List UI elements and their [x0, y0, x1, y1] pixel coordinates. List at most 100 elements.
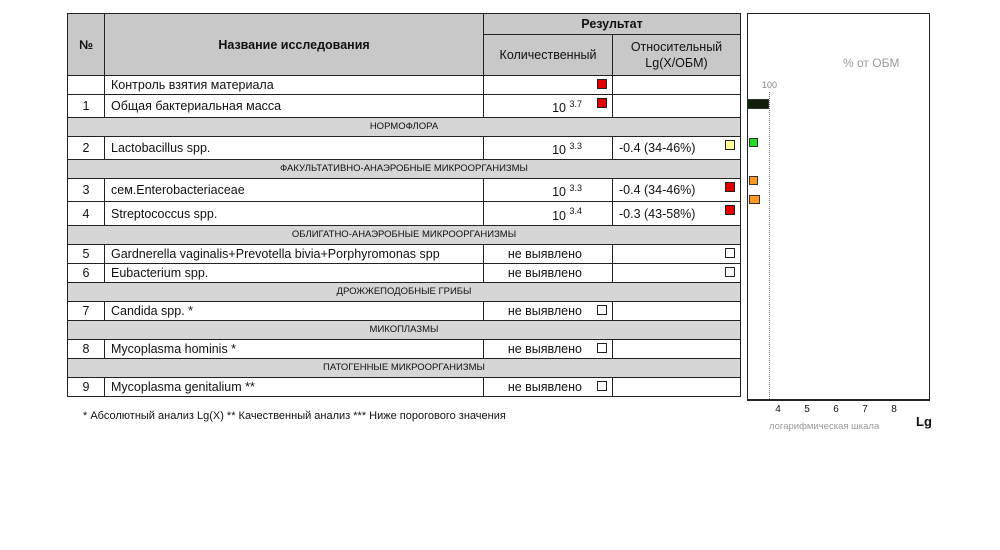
quant-value: не выявлено: [507, 265, 582, 280]
rel-cell: [612, 75, 741, 95]
rel-cell: [612, 93, 741, 119]
quant-cell: [483, 75, 613, 95]
quant-value: не выявлено: [507, 246, 582, 261]
rel-cell: -0.3 (43-58%): [612, 201, 741, 226]
percent-bar: [749, 137, 758, 147]
row-name: Streptococcus spp.: [104, 201, 484, 226]
quant-cell: 10 3.4: [483, 201, 613, 226]
row-num: 1: [67, 93, 105, 119]
quant-exponent: 3.3: [569, 141, 582, 152]
table-row: 5 Gardnerella vaginalis+Prevotella bivia…: [67, 243, 741, 264]
quant-cell: 10 3.3: [483, 136, 613, 161]
quant-base: 10: [552, 101, 566, 116]
rel-cell: [612, 338, 741, 359]
quant-exponent: 3.3: [569, 183, 582, 194]
header-result: Результат: [483, 13, 741, 35]
quant-cell: 10 3.3: [483, 178, 613, 203]
reference-line: [769, 92, 771, 399]
section-title: ФАКУЛЬТАТИВНО-АНАЭРОБНЫЕ МИКРООРГАНИЗМЫ: [67, 159, 741, 180]
table-row: 9 Mycoplasma genitalium ** не выявлено: [67, 376, 741, 397]
section-row: МИКОПЛАЗМЫ: [67, 319, 741, 340]
section-row: ПАТОГЕННЫЕ МИКРООРГАНИЗМЫ: [67, 357, 741, 378]
row-num: 8: [67, 338, 105, 359]
section-row: НОРМОФЛОРА: [67, 117, 741, 138]
table-row: 3 сем.Enterobacteriaceae 10 3.3 -0.4 (34…: [67, 178, 741, 203]
row-name: сем.Enterobacteriaceae: [104, 178, 484, 203]
percent-bar: [747, 99, 770, 109]
section-title: МИКОПЛАЗМЫ: [67, 319, 741, 340]
section-title: НОРМОФЛОРА: [67, 117, 741, 138]
header-quant: Количественный: [483, 34, 613, 76]
status-indicator-icon: [725, 140, 735, 151]
status-indicator-icon: [597, 342, 607, 353]
status-indicator-icon: [725, 205, 735, 216]
quant-base: 10: [552, 208, 566, 223]
row-num: 5: [67, 243, 105, 264]
status-indicator-icon: [725, 182, 735, 193]
rel-value: -0.4 (34-46%): [619, 183, 696, 198]
row-num: 2: [67, 136, 105, 161]
row-num: 6: [67, 262, 105, 283]
chart-panel: [747, 13, 930, 400]
header-rel: Относительный Lg(X/ОБМ): [612, 34, 741, 76]
quant-value: не выявлено: [507, 341, 582, 356]
axis-label: Lg: [916, 414, 932, 429]
table-row: 4 Streptococcus spp. 10 3.4 -0.3 (43-58%…: [67, 201, 741, 226]
status-indicator-icon: [597, 98, 607, 108]
quant-cell: не выявлено: [483, 243, 613, 264]
row-num: 4: [67, 201, 105, 226]
chart-title: % от ОБМ: [843, 56, 900, 70]
status-indicator-icon: [597, 79, 607, 89]
section-title: ОБЛИГАТНО-АНАЭРОБНЫЕ МИКРООРГАНИЗМЫ: [67, 224, 741, 245]
section-title: ПАТОГЕННЫЕ МИКРООРГАНИЗМЫ: [67, 357, 741, 378]
tick-label: 8: [891, 404, 897, 415]
section-title: ДРОЖЖЕПОДОБНЫЕ ГРИБЫ: [67, 281, 741, 302]
rel-cell: [612, 376, 741, 397]
quant-cell: не выявлено: [483, 300, 613, 321]
row-num: 7: [67, 300, 105, 321]
quant-cell: не выявлено: [483, 376, 613, 397]
rel-cell: [612, 243, 741, 264]
tick-label: 4: [775, 404, 781, 415]
percent-bar: [749, 175, 758, 185]
row-name: Lactobacillus spp.: [104, 136, 484, 161]
section-row: ДРОЖЖЕПОДОБНЫЕ ГРИБЫ: [67, 281, 741, 302]
percent-bar: [749, 194, 761, 204]
row-name: Контроль взятия материала: [104, 75, 484, 95]
header-name: Название исследования: [104, 13, 484, 76]
quant-cell: не выявлено: [483, 262, 613, 283]
quant-exponent: 3.4: [569, 206, 582, 217]
tick-label: 5: [804, 404, 810, 415]
section-row: ФАКУЛЬТАТИВНО-АНАЭРОБНЫЕ МИКРООРГАНИЗМЫ: [67, 159, 741, 180]
rel-value: -0.3 (43-58%): [619, 206, 696, 221]
row-name: Candida spp. *: [104, 300, 484, 321]
footnote: * Абсолютный анализ Lg(X) ** Качественны…: [83, 410, 506, 422]
quant-cell: 10 3.7: [483, 93, 613, 119]
table-row: 7 Candida spp. * не выявлено: [67, 300, 741, 321]
quant-base: 10: [552, 185, 566, 200]
status-indicator-icon: [597, 304, 607, 315]
results-table: № Название исследования Результат Количе…: [67, 13, 741, 397]
rel-cell: [612, 262, 741, 283]
quant-cell: не выявлено: [483, 338, 613, 359]
quant-value: не выявлено: [507, 303, 582, 318]
quant-exponent: 3.7: [569, 99, 582, 109]
x-axis: [747, 399, 930, 401]
header-num: №: [67, 13, 105, 76]
status-indicator-icon: [597, 380, 607, 391]
row-name: Gardnerella vaginalis+Prevotella bivia+P…: [104, 243, 484, 264]
rel-cell: [612, 300, 741, 321]
tick-label: 6: [833, 404, 839, 415]
row-name: Eubacterium spp.: [104, 262, 484, 283]
status-indicator-icon: [725, 247, 735, 258]
section-row: ОБЛИГАТНО-АНАЭРОБНЫЕ МИКРООРГАНИЗМЫ: [67, 224, 741, 245]
row-num: 3: [67, 178, 105, 203]
table-row: 2 Lactobacillus spp. 10 3.3 -0.4 (34-46%…: [67, 136, 741, 161]
rel-cell: -0.4 (34-46%): [612, 178, 741, 203]
row-num: [67, 75, 105, 95]
row-name: Mycoplasma hominis *: [104, 338, 484, 359]
quant-base: 10: [552, 143, 566, 158]
tick-label: 7: [862, 404, 868, 415]
table-row: Контроль взятия материала: [67, 75, 741, 95]
row-num: 9: [67, 376, 105, 397]
